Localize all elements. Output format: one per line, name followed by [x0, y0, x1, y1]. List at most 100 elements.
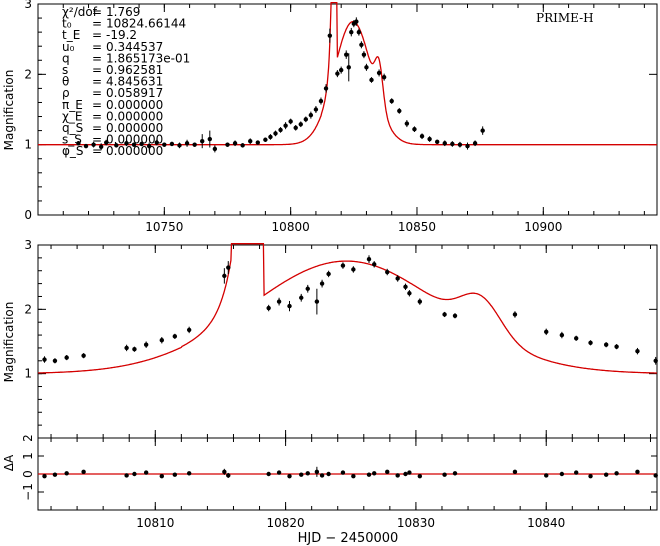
residual-data-point [222, 469, 227, 475]
top-data-point [268, 134, 273, 140]
top-data-point [248, 138, 253, 144]
middle-data-point [395, 276, 400, 281]
residual-data-point [299, 472, 304, 477]
middle-data-point [81, 353, 86, 358]
param-symbol: s_S [62, 133, 82, 147]
middle-data-point [544, 329, 549, 335]
middle-data-point [385, 269, 390, 275]
param-value: 10824.66144 [106, 17, 186, 31]
top-data-point [207, 136, 213, 142]
top-data-point [442, 141, 447, 146]
top-ytick-label: 3 [24, 0, 32, 11]
residual-data-point [314, 469, 320, 475]
param-symbol: u₀ [62, 40, 75, 54]
middle-data-point [603, 342, 609, 347]
top-data-point [419, 134, 425, 139]
top-data-point [338, 67, 344, 73]
top-data-point [278, 127, 283, 133]
residual-data-point [159, 473, 164, 479]
top-data-point [381, 74, 387, 80]
middle-data-point [124, 345, 129, 351]
middle-data-point [319, 281, 325, 286]
residual-data-point [385, 469, 390, 475]
top-data-point [146, 143, 152, 149]
middle-data-point [143, 342, 149, 347]
top-data-point [91, 142, 96, 147]
top-data-point [192, 142, 197, 147]
residual-data-point [574, 470, 579, 475]
top-data-point [98, 144, 104, 149]
middle-data-point [417, 299, 423, 304]
middle-data-point [299, 295, 304, 300]
residual-xtick-label: 10810 [136, 516, 174, 530]
param-equals: = [92, 109, 102, 123]
top-data-point [480, 128, 485, 133]
residual-data-point [417, 473, 423, 479]
residual-xtick-label: 10840 [527, 516, 565, 530]
residual-data-point [326, 471, 331, 477]
top-axis-ticks: 10750 10800 10850 10900 0 1 2 3 [24, 0, 657, 234]
top-data-point [293, 125, 298, 130]
param-symbol: χ_E [62, 109, 83, 123]
top-data-point [169, 141, 175, 147]
middle-data-point [266, 305, 271, 311]
top-data-point [323, 86, 329, 91]
x-axis-label: HJD − 2450000 [298, 531, 399, 546]
residual-data-point [442, 472, 447, 477]
param-equals: = [92, 86, 102, 100]
param-equals: = [92, 144, 102, 158]
top-data-point [412, 126, 417, 132]
param-symbol: q [62, 51, 70, 65]
top-data-point [76, 141, 81, 146]
residual-data-points [42, 466, 658, 479]
middle-panel-frame [37, 244, 658, 439]
residual-data-point [276, 470, 282, 475]
residual-data-point [395, 473, 400, 478]
residual-data-point [305, 471, 310, 476]
residual-data-point [42, 473, 47, 479]
telescope-label: PRIME-H [536, 11, 594, 25]
top-data-point [359, 42, 364, 47]
param-symbol: ρ [62, 86, 70, 100]
top-data-point [83, 143, 89, 149]
top-data-point [404, 121, 410, 126]
param-value: 4.845631 [106, 75, 163, 89]
param-value: 1.769 [106, 5, 140, 19]
param-equals: = [92, 75, 102, 89]
residual-data-point [653, 473, 658, 478]
residual-data-point [64, 471, 69, 476]
middle-data-point [172, 334, 178, 339]
middle-data-point [452, 313, 458, 318]
residual-data-point [132, 471, 137, 477]
middle-ylabel: Magnification [2, 302, 16, 383]
top-data-point [313, 107, 319, 112]
top-data-point [327, 33, 333, 38]
middle-data-point [287, 303, 292, 309]
middle-data-point [340, 263, 346, 268]
top-data-points [76, 17, 485, 153]
top-data-point [124, 141, 129, 146]
residual-data-point [544, 473, 549, 478]
residual-ylabel: ΔA [2, 454, 16, 471]
middle-ytick-label: 1 [24, 367, 32, 381]
param-value: 0.962581 [106, 63, 163, 77]
param-equals: = [92, 5, 102, 19]
top-data-point [212, 146, 218, 152]
top-panel-frame [37, 3, 658, 216]
top-data-point [361, 52, 367, 57]
top-data-point [131, 142, 137, 147]
top-data-point [154, 140, 159, 145]
residual-data-point [603, 472, 609, 477]
top-data-point [162, 142, 167, 147]
middle-data-point [132, 347, 137, 352]
param-value: 0.000000 [106, 121, 163, 135]
middle-data-point [403, 284, 408, 290]
middle-data-point [314, 299, 320, 304]
middle-data-point [222, 273, 227, 279]
top-data-point [427, 136, 432, 142]
top-data-point [397, 108, 402, 114]
residual-data-point [351, 473, 356, 479]
top-data-point [376, 70, 382, 76]
param-value: 0.000000 [106, 144, 163, 158]
residual-data-point [226, 473, 231, 478]
